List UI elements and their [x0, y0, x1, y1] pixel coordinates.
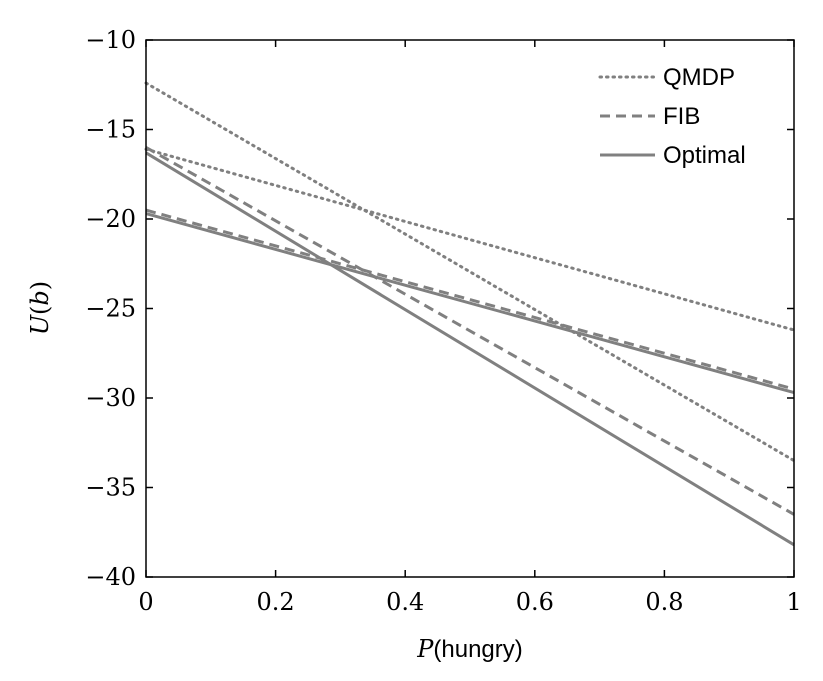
series-line-optimal-1 — [145, 151, 795, 547]
y-tick-label: −10 — [85, 26, 136, 54]
series-line-fib-2 — [145, 208, 795, 391]
y-axis-label-u: U — [26, 314, 54, 335]
series-line-qmdp-2 — [144, 147, 796, 332]
y-tick-label: −25 — [85, 295, 136, 323]
x-axis-label-rest: (hungry) — [433, 636, 522, 663]
x-tick-label: 0 — [138, 588, 153, 616]
legend-label-qmdp: QMDP — [663, 64, 735, 91]
series-line-optimal-2 — [145, 212, 795, 395]
x-tick-label: 0.4 — [386, 588, 424, 616]
y-tick-label: −15 — [85, 116, 136, 144]
y-axis-label-b: b — [26, 290, 54, 305]
ticks-layer: 0 0.2 0.4 0.6 0.8 1 −10 −15 −20 −25 −30 −35 −40 — [85, 26, 801, 616]
legend-label-optimal: Optimal — [663, 142, 746, 169]
y-tick-label: −20 — [85, 205, 136, 233]
x-tick-label: 0.8 — [645, 588, 683, 616]
x-axis-label-p: P — [416, 635, 434, 663]
y-axis-label: U(b) — [26, 281, 54, 335]
series-layer — [144, 81, 796, 547]
x-tick-label: 1 — [786, 588, 801, 616]
x-axis-label: P(hungry) — [416, 635, 523, 663]
legend-label-fib: FIB — [663, 103, 700, 130]
y-axis-label-close: ) — [26, 281, 54, 290]
series-line-fib-1 — [145, 146, 795, 516]
y-tick-label: −40 — [85, 563, 136, 591]
x-tick-label: 0.2 — [257, 588, 295, 616]
legend: QMDP FIB Optimal — [598, 64, 746, 169]
y-axis-label-open: ( — [26, 306, 54, 315]
x-tick-label: 0.6 — [516, 588, 554, 616]
y-tick-label: −35 — [85, 474, 136, 502]
series-line-qmdp-1 — [144, 81, 796, 463]
y-tick-label: −30 — [85, 384, 136, 412]
